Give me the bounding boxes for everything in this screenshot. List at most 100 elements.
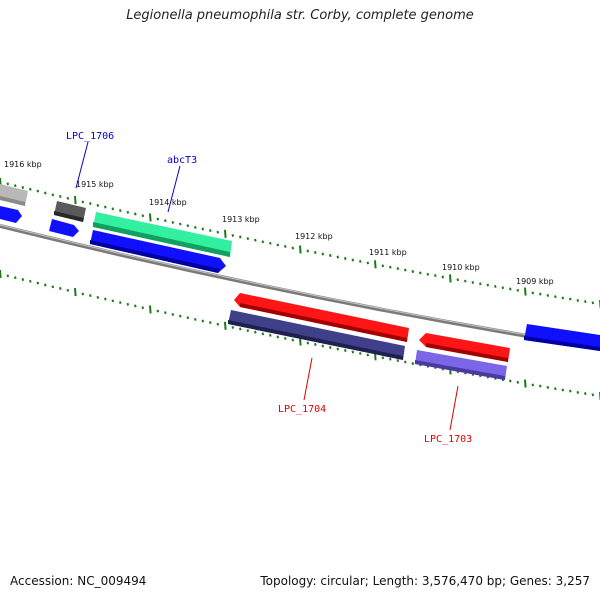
tick-label-1916: 1916 kbp bbox=[4, 160, 42, 169]
minor-tick bbox=[81, 200, 85, 204]
minor-tick bbox=[36, 189, 40, 193]
major-tick bbox=[524, 287, 527, 296]
gene-navy-LPC_1704-shade bbox=[228, 320, 403, 360]
minor-tick bbox=[389, 265, 392, 269]
minor-tick bbox=[359, 351, 362, 355]
minor-tick bbox=[81, 292, 85, 296]
minor-tick bbox=[389, 357, 392, 361]
minor-tick bbox=[344, 257, 347, 260]
genome-backbone-highlight bbox=[0, 224, 600, 348]
minor-tick bbox=[6, 182, 10, 186]
tick-label-1910: 1910 kbp bbox=[442, 263, 480, 272]
minor-tick bbox=[239, 327, 242, 331]
minor-tick bbox=[194, 225, 197, 229]
minor-tick bbox=[104, 297, 107, 301]
minor-tick bbox=[179, 222, 182, 226]
minor-tick bbox=[104, 205, 107, 209]
major-tick bbox=[149, 305, 152, 314]
minor-tick bbox=[171, 220, 175, 224]
gene-red-LPC_1703-shade bbox=[426, 343, 508, 362]
minor-tick bbox=[164, 219, 167, 223]
minor-tick bbox=[96, 295, 100, 299]
minor-tick bbox=[261, 240, 265, 244]
minor-tick bbox=[501, 286, 505, 290]
minor-tick bbox=[276, 335, 280, 339]
tick-label-1913: 1913 kbp bbox=[222, 215, 260, 224]
minor-tick bbox=[29, 187, 32, 191]
minor-tick bbox=[119, 209, 122, 213]
minor-tick bbox=[486, 283, 490, 287]
minor-tick bbox=[569, 297, 572, 301]
minor-tick bbox=[554, 387, 557, 391]
minor-tick bbox=[66, 196, 70, 200]
minor-tick bbox=[111, 207, 115, 211]
minor-tick bbox=[141, 214, 145, 218]
minor-tick bbox=[404, 360, 407, 364]
minor-tick bbox=[66, 288, 70, 292]
gene-abcT3-shade bbox=[93, 222, 230, 257]
minor-tick bbox=[314, 251, 317, 254]
minor-tick bbox=[59, 195, 62, 198]
map-title: Legionella pneumophila str. Corby, compl… bbox=[126, 8, 474, 23]
minor-tick bbox=[201, 319, 205, 323]
minor-tick bbox=[306, 249, 310, 253]
minor-tick bbox=[329, 254, 332, 257]
minor-tick bbox=[336, 255, 340, 259]
minor-tick bbox=[531, 291, 535, 295]
minor-tick bbox=[366, 353, 370, 357]
gene-blue-small[interactable] bbox=[49, 219, 79, 237]
minor-tick bbox=[584, 300, 587, 304]
gene-blue-long-shade bbox=[90, 240, 220, 273]
minor-tick bbox=[591, 301, 595, 305]
minor-tick bbox=[554, 295, 557, 299]
minor-tick bbox=[291, 246, 295, 250]
gene-label-LPC_1706[interactable]: LPC_1706 bbox=[66, 131, 114, 142]
minor-tick bbox=[246, 237, 250, 241]
minor-tick bbox=[254, 330, 257, 334]
minor-tick bbox=[111, 299, 115, 303]
gene-label-LPC_1703[interactable]: LPC_1703 bbox=[424, 434, 472, 445]
minor-tick bbox=[561, 388, 565, 392]
minor-tick bbox=[239, 235, 242, 239]
minor-tick bbox=[411, 270, 415, 273]
minor-tick bbox=[464, 279, 467, 283]
minor-tick bbox=[359, 259, 362, 263]
minor-tick bbox=[396, 359, 400, 363]
gene-label-abcT3[interactable]: abcT3 bbox=[167, 155, 197, 166]
major-tick bbox=[299, 245, 302, 254]
genome-backbone bbox=[0, 224, 600, 350]
minor-tick bbox=[134, 304, 137, 308]
minor-tick bbox=[44, 191, 47, 195]
gene-gray-shade bbox=[54, 211, 84, 222]
minor-tick bbox=[584, 392, 587, 396]
minor-tick bbox=[441, 275, 445, 279]
minor-tick bbox=[516, 380, 520, 384]
gene-blue-left[interactable] bbox=[0, 206, 22, 223]
minor-tick bbox=[231, 233, 235, 237]
minor-tick bbox=[51, 285, 55, 289]
minor-tick bbox=[209, 321, 212, 325]
minor-tick bbox=[351, 350, 355, 354]
topology-summary-text: Topology: circular; Length: 3,576,470 bp… bbox=[260, 574, 590, 588]
minor-tick bbox=[419, 271, 422, 275]
minor-tick bbox=[209, 229, 212, 233]
gene-label-LPC_1704[interactable]: LPC_1704 bbox=[278, 404, 326, 415]
tick-label-1909: 1909 kbp bbox=[516, 277, 554, 286]
tick-label-1914: 1914 kbp bbox=[149, 198, 187, 207]
minor-tick bbox=[276, 243, 280, 247]
minor-tick bbox=[14, 184, 17, 188]
gene-lightgray-shade bbox=[0, 196, 25, 206]
minor-tick bbox=[6, 274, 10, 278]
gene-blue-long[interactable] bbox=[90, 230, 226, 273]
label-line-LPC_1704 bbox=[303, 357, 313, 401]
minor-tick bbox=[396, 267, 400, 271]
minor-tick bbox=[479, 282, 482, 286]
outer-tick-track bbox=[0, 177, 600, 309]
tick-label-1915: 1915 kbp bbox=[76, 180, 114, 189]
minor-tick bbox=[329, 346, 332, 349]
minor-tick bbox=[306, 341, 310, 345]
minor-tick bbox=[509, 379, 512, 383]
tick-label-1912: 1912 kbp bbox=[295, 232, 333, 241]
minor-tick bbox=[321, 344, 325, 348]
